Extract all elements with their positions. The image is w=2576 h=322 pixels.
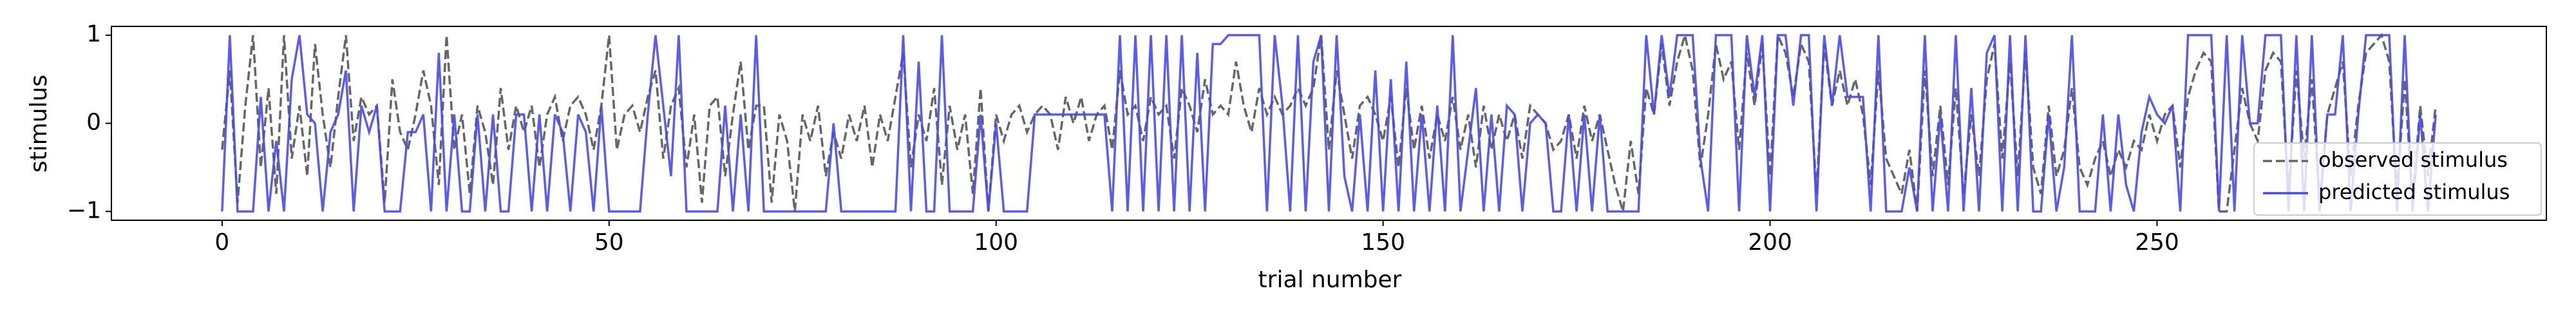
plot-frame (111, 26, 2547, 221)
series-line (221, 33, 2437, 213)
y-axis-label: stimulus (26, 75, 52, 173)
x-tick-label: 150 (1361, 229, 1405, 256)
y-tick-label: 1 (86, 21, 101, 48)
x-tick-label: 100 (974, 229, 1018, 256)
legend-label: observed stimulus (2318, 147, 2508, 172)
x-tick-label: 200 (1748, 229, 1792, 256)
legend-box (2253, 142, 2542, 216)
legend-label: predicted stimulus (2318, 180, 2510, 204)
y-tick-label: −1 (67, 197, 101, 223)
x-axis-label: trial number (1258, 267, 1402, 293)
y-tick-label: 0 (86, 109, 101, 136)
legend: observed stimulus predicted stimulus (2253, 142, 2542, 216)
x-tick-label: 250 (2135, 229, 2179, 256)
x-tick-label: 0 (214, 229, 229, 256)
x-tick-label: 50 (594, 229, 624, 256)
